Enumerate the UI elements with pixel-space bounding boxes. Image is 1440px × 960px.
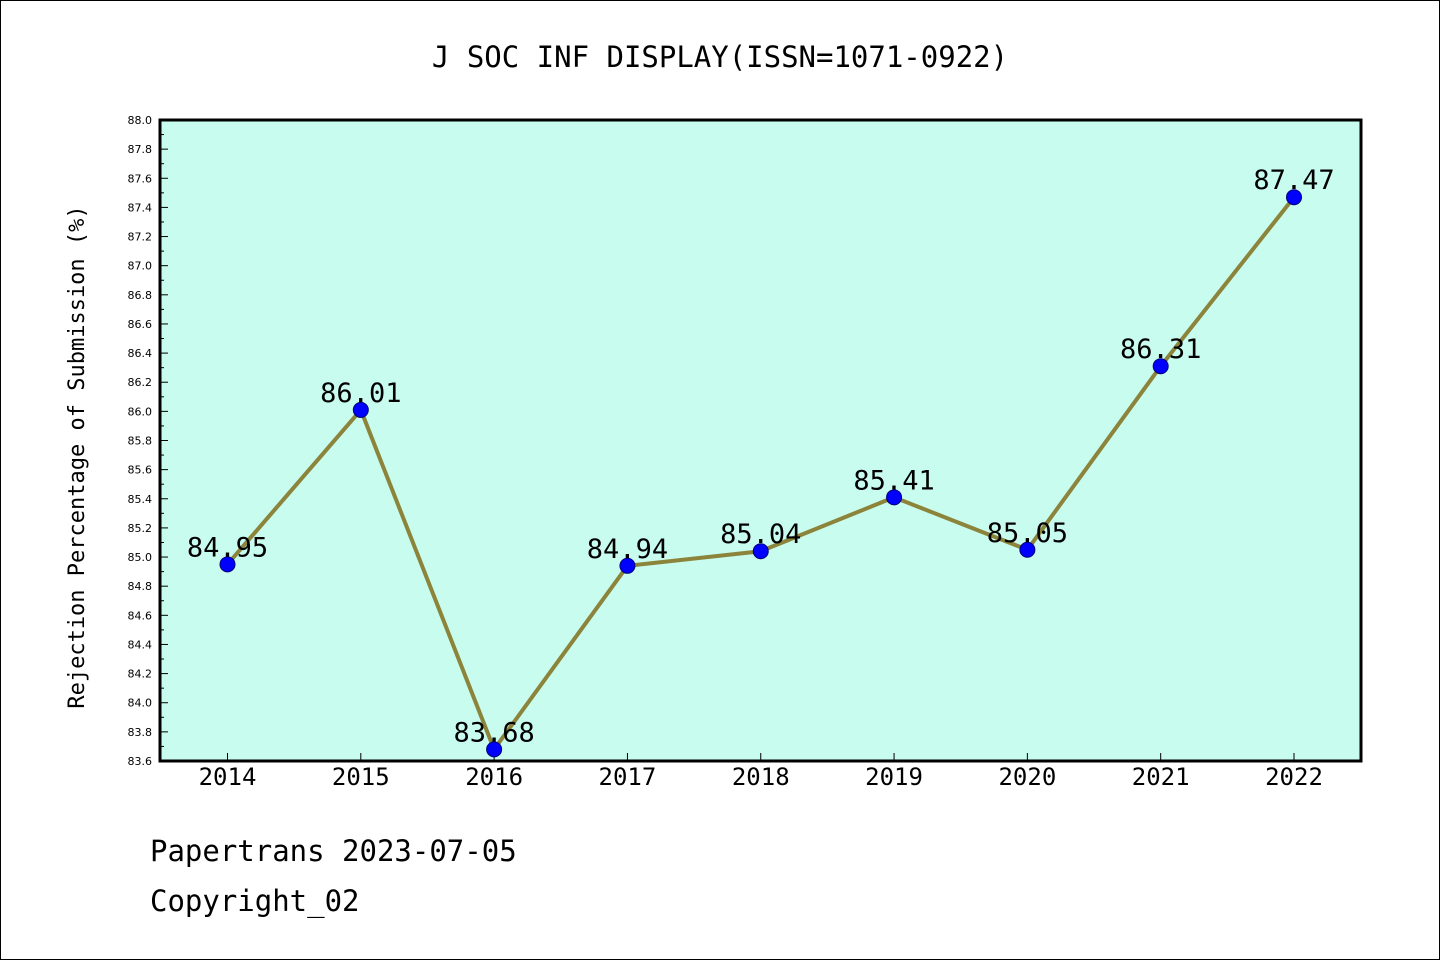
data-labels: 84.95 86.01 83.68 84.94 85.04 85.41 85.05 86.31… xyxy=(187,165,1335,748)
data-label: 84.94 xyxy=(587,534,668,565)
x-tick-label: 2020 xyxy=(998,763,1056,791)
data-label: 87.47 xyxy=(1253,165,1334,196)
x-tick-label: 2022 xyxy=(1265,763,1323,791)
data-point xyxy=(219,556,236,573)
y-axis-label: Rejection Percentage of Submission (%) xyxy=(65,205,90,708)
y-tick-label: 86.0 xyxy=(128,405,153,418)
y-tick-label: 87.8 xyxy=(128,143,153,156)
data-label: 86.31 xyxy=(1120,334,1201,365)
y-tick-label: 87.4 xyxy=(128,201,153,214)
y-tick-label: 84.4 xyxy=(128,638,153,651)
data-label: 86.01 xyxy=(320,378,401,409)
data-markers xyxy=(219,189,1302,758)
footer-papertrans: Papertrans 2023-07-05 xyxy=(150,834,517,868)
data-point xyxy=(1286,189,1302,206)
y-tick-label: 87.0 xyxy=(128,260,153,273)
data-point xyxy=(752,543,769,560)
y-tick-label: 88.0 xyxy=(128,114,153,127)
chart-title: J SOC INF DISPLAY(ISSN=1071-0922) xyxy=(432,40,1008,74)
y-tick-label: 85.2 xyxy=(128,522,153,535)
x-tick-label: 2017 xyxy=(599,763,657,791)
y-tick-label: 86.6 xyxy=(128,318,153,331)
y-tick-label: 84.0 xyxy=(128,697,153,710)
y-tick-label: 87.6 xyxy=(128,172,153,185)
x-tick-label: 2015 xyxy=(332,763,390,791)
x-tick-label: 2019 xyxy=(865,763,923,791)
data-point xyxy=(486,741,503,758)
plot-border xyxy=(158,118,1363,763)
y-tick-label: 84.6 xyxy=(128,609,153,622)
y-axis-ticks: 83.6 83.8 84.0 84.2 84.4 84.6 84.8 85.0 85.2 85.4… xyxy=(128,114,168,768)
data-label: 85.04 xyxy=(720,519,801,550)
y-tick-label: 83.8 xyxy=(128,726,153,739)
y-tick-label: 85.6 xyxy=(128,464,153,477)
x-tick-label: 2014 xyxy=(199,763,257,791)
y-tick-label: 86.2 xyxy=(128,376,153,389)
data-point xyxy=(1152,358,1169,375)
data-label: 85.05 xyxy=(987,518,1068,549)
y-tick-label: 85.8 xyxy=(128,435,153,448)
x-tick-label: 2021 xyxy=(1132,763,1190,791)
footer-copyright: Copyright_02 xyxy=(150,884,360,918)
x-tick-label: 2016 xyxy=(465,763,523,791)
y-tick-label: 85.4 xyxy=(128,493,153,506)
x-tick-label: 2018 xyxy=(732,763,790,791)
data-point xyxy=(1019,541,1036,558)
data-label: 83.68 xyxy=(453,717,534,748)
y-tick-label: 84.2 xyxy=(128,668,153,681)
y-tick-label: 85.0 xyxy=(128,551,153,564)
data-point xyxy=(886,489,903,506)
y-tick-label: 86.8 xyxy=(128,289,153,302)
y-tick-label: 84.8 xyxy=(128,580,153,593)
plot-area xyxy=(160,120,1361,761)
data-label: 84.95 xyxy=(187,532,268,563)
y-tick-label: 83.6 xyxy=(128,755,153,768)
data-point xyxy=(619,557,636,574)
y-tick-label: 86.4 xyxy=(128,347,153,360)
data-point xyxy=(352,401,369,418)
x-axis-ticks: 2014 2015 2016 2017 2018 2019 2020 2021 2022 xyxy=(199,753,1323,791)
y-tick-label: 87.2 xyxy=(128,231,153,244)
data-label: 85.41 xyxy=(853,465,934,496)
